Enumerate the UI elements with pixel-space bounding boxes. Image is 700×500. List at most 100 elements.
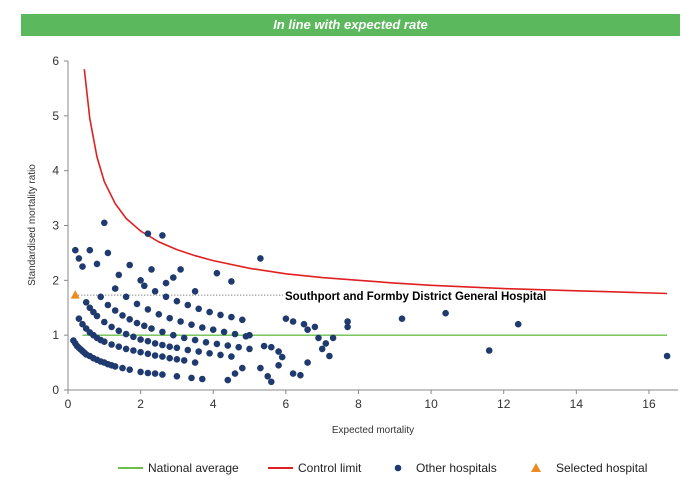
other-hospital-point <box>268 378 275 386</box>
legend-item: Control limit <box>268 461 362 475</box>
other-hospital-point <box>141 322 148 330</box>
other-hospital-point <box>326 352 333 360</box>
other-hospital-point <box>228 278 235 285</box>
other-hospital-point <box>228 353 235 360</box>
other-hospital-point <box>137 368 144 376</box>
other-hospital-point <box>111 307 119 314</box>
other-hospital-point <box>75 255 83 262</box>
other-hospital-point <box>514 320 522 328</box>
other-hospital-point <box>213 269 221 277</box>
other-hospital-point <box>130 347 137 354</box>
other-hospital-point <box>111 285 119 292</box>
legend-swatch <box>531 463 541 472</box>
other-hospital-point <box>177 318 184 325</box>
legend-label: Control limit <box>298 461 362 475</box>
other-hospital-point <box>206 308 213 316</box>
y-ticks: 0 1 2 3 4 5 6 <box>52 54 68 397</box>
other-hospital-point <box>195 305 202 313</box>
other-hospital-point <box>231 370 239 377</box>
other-hospital-point <box>260 342 268 350</box>
other-hospital-point <box>173 373 181 380</box>
other-hospital-point <box>144 230 152 237</box>
other-hospital-point <box>159 371 166 378</box>
other-hospital-point <box>144 350 152 358</box>
other-hospital-point <box>79 320 86 328</box>
other-hospital-point <box>151 370 159 377</box>
other-hospital-point <box>231 330 239 338</box>
other-hospital-point <box>101 219 108 227</box>
other-hospital-point <box>304 326 311 334</box>
x-tick-label: 10 <box>424 397 438 411</box>
other-hospital-point <box>151 352 159 359</box>
other-hospital-point <box>162 293 170 301</box>
legend-label: Other hospitals <box>416 461 497 475</box>
other-hospital-point <box>239 364 246 372</box>
other-hospital-point <box>191 288 199 295</box>
chart-banner-title: In line with expected rate <box>21 14 680 36</box>
legend-swatch <box>394 464 402 472</box>
other-hospital-point <box>442 309 449 317</box>
other-hospital-point <box>122 330 130 338</box>
other-hospital-point <box>235 343 242 351</box>
other-hospital-point <box>97 293 104 301</box>
other-hospital-point <box>278 353 286 361</box>
y-tick-label: 5 <box>52 109 59 123</box>
y-tick-label: 0 <box>52 383 59 397</box>
x-tick-label: 16 <box>642 397 656 411</box>
other-hospital-point <box>137 277 144 284</box>
other-hospital-point <box>82 299 90 306</box>
x-tick-label: 4 <box>210 397 217 411</box>
other-hospital-point <box>188 374 195 382</box>
other-hospital-point <box>297 371 304 379</box>
legend-label: Selected hospital <box>556 461 647 475</box>
other-hospital-point <box>199 375 206 383</box>
other-hospital-point <box>155 311 163 318</box>
other-hospital-point <box>329 334 337 342</box>
other-hospital-point <box>75 315 83 323</box>
other-hospital-point <box>246 331 253 339</box>
other-hospital-point <box>289 318 297 325</box>
y-tick-label: 4 <box>52 164 59 178</box>
other-hospital-point <box>79 263 86 270</box>
legend-item: Selected hospital <box>531 461 647 475</box>
other-hospital-point <box>111 363 119 370</box>
other-hospital-point <box>239 316 246 324</box>
x-ticks: 0 2 4 6 8 10 12 14 16 <box>65 390 656 411</box>
other-hospital-point <box>137 348 144 356</box>
other-hospital-point <box>173 344 181 352</box>
other-hospital-point <box>133 300 141 308</box>
other-hospital-point <box>173 356 181 363</box>
other-hospital-point <box>86 246 94 254</box>
other-hospital-point <box>318 345 326 353</box>
other-hospital-point <box>246 345 253 353</box>
other-hospital-point <box>663 352 671 360</box>
other-hospital-point <box>151 340 159 347</box>
y-tick-label: 2 <box>52 273 59 287</box>
legend-item: National average <box>118 461 239 475</box>
other-hospital-point <box>257 364 264 372</box>
other-hospital-point <box>311 323 319 331</box>
other-hospital-point <box>199 324 206 331</box>
other-hospital-point <box>148 266 155 273</box>
x-tick-label: 8 <box>355 397 362 411</box>
other-hospital-point <box>191 359 199 366</box>
other-hospital-point <box>122 293 130 301</box>
y-axis-label: Standardised mortality ratio <box>27 164 38 286</box>
other-hospital-point <box>119 364 126 372</box>
other-hospital-point <box>122 345 130 353</box>
other-hospital-point <box>188 321 195 329</box>
other-hospital-point <box>93 260 101 268</box>
other-hospital-point <box>137 336 144 343</box>
x-tick-label: 14 <box>570 397 584 411</box>
other-hospital-point <box>202 339 210 346</box>
x-tick-label: 12 <box>497 397 511 411</box>
other-hospital-point <box>228 313 235 321</box>
other-hospital-point <box>206 350 213 357</box>
other-hospital-point <box>209 326 217 334</box>
other-hospital-point <box>170 331 177 339</box>
other-hospital-point <box>108 323 115 331</box>
other-hospital-point <box>126 316 133 323</box>
other-hospital-point <box>195 348 202 355</box>
other-hospital-point <box>184 346 192 354</box>
